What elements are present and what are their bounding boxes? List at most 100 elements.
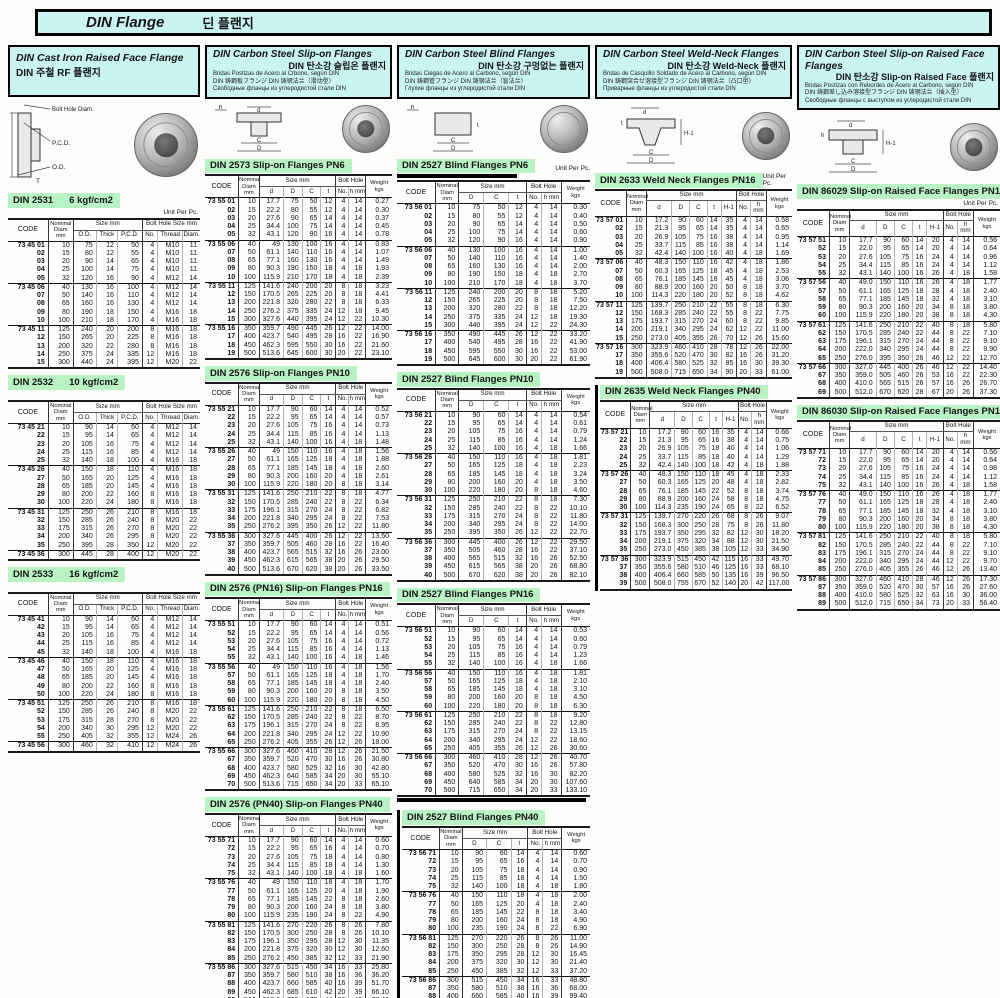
table-title-din-2576-pn16: DIN 2576 (PN16) Slip-on Flanges PN16 xyxy=(205,581,390,597)
svg-text:h: h xyxy=(821,133,824,139)
table-row: 03 20 27.6 90 65 14 4 14 0.37 xyxy=(205,214,392,224)
table-row: 73 45 01 10 75 12 50 4 M10 11 xyxy=(8,241,200,250)
table-row: 62 150 285 240 22 8 22 12.80 xyxy=(397,720,590,729)
table-row: 30 100 115.9 220 180 20 8 18 3.14 xyxy=(205,481,392,490)
table-row: 53 175 315 28 270 8 M20 22 xyxy=(8,716,200,725)
table-row: 63 175 315 270 24 8 22 13.15 xyxy=(397,728,590,737)
table-row: 14 250 375 24 335 12 M16 18 xyxy=(8,350,200,360)
table-row: 73 45 11 125 240 20 200 8 M16 18 xyxy=(8,325,200,335)
table-row: 60 100 115.9 220 180 20 38 8 18 4.30 xyxy=(797,312,1000,322)
svg-text:Bolt Hole Diam.: Bolt Hole Diam. xyxy=(52,107,94,113)
table-row: 73 56 21 10 90 60 14 4 14 0.54 xyxy=(397,411,590,421)
table-row: 18 450 595 550 30 16 22 53.00 xyxy=(397,347,590,356)
table-row: 25 32 140 18 100 4 M16 18 xyxy=(8,457,200,466)
table-row: 73 56 16 350 490 445 26 12 22 33.20 xyxy=(397,330,590,340)
table-row: 15 300 440 24 395 12 M20 22 xyxy=(8,359,200,369)
table-row: 73 57 31 125 139.7 270 220 26 68 8 26 9.07 xyxy=(600,512,792,522)
table-row: 12 150 265 225 20 8 18 7.50 xyxy=(397,297,590,306)
section-note-japanese: DIN 鋳鋼突合せ溶接型フランジ DIN 铸钢法兰（凸口型） xyxy=(603,78,755,85)
table-din-2527-pn10: CODE Nominal Diam mm Size mm Bolt Hole Weigh… xyxy=(397,387,590,582)
table-row: 73 55 71 10 17.7 90 60 14 4 14 0.60 xyxy=(205,836,392,846)
table-row: 77 50 61.1 165 125 20 4 18 1.90 xyxy=(205,887,392,896)
table-row: 75 32 43.1 140 100 18 4 18 1.60 xyxy=(205,870,392,879)
table-row: 87 350 359.7 580 510 38 16 36 36.20 xyxy=(205,972,392,981)
table-row: 12 150 170.5 265 225 20 8 18 4.41 xyxy=(205,291,392,300)
table-row: 05 32 120 16 90 4 M12 14 xyxy=(8,274,200,284)
table-row: 67 350 359.0 505 460 26 53 16 22 22.30 xyxy=(797,372,1000,381)
table-title-din-2633-pn16: DIN 2633 Weld Neck Flanges PN16 xyxy=(595,173,763,188)
table-row: 73 56 01 10 75 50 12 4 14 0.30 xyxy=(397,203,590,213)
table-row: 73 56 86 300 515 450 34 16 33 48.80 xyxy=(402,976,590,986)
section-header-slip-on-rf: DIN Carbon Steel Slip-on Raised Face Fla… xyxy=(797,45,1000,111)
section-note-japanese: DIN 鋳鋼板フランジ DIN 铸钢法兰（滑动型） xyxy=(213,78,335,85)
table-row: 73 55 56 40 49 150 110 16 4 18 1.56 xyxy=(205,663,392,672)
table-row: 55 250 405 32 355 12 M24 26 xyxy=(8,733,200,742)
table-row: 22 15 95 14 65 4 M12 14 xyxy=(8,432,200,441)
page-title-bar: DIN Flange 딘 플랜지 xyxy=(35,9,992,36)
section-note-russian: Глухие фланцы из углеродистой стали DIN xyxy=(405,86,526,93)
table-row: 18 400 406.4 580 525 32 85 16 30 39.30 xyxy=(595,360,792,369)
table-row: 72 15 95 65 16 4 14 0.70 xyxy=(402,858,590,867)
table-row: 73 57 06 40 48.3 150 110 16 42 4 18 1.86 xyxy=(595,258,792,268)
table-row: 60 100 115.9 220 180 20 8 18 4.50 xyxy=(205,696,392,706)
table-row: 78 65 77.1 185 145 22 8 18 2.60 xyxy=(205,895,392,905)
section-note-russian: Приварные фланцы из углеродистой стали D… xyxy=(603,86,736,93)
table-row: 55 32 43.1 140 100 16 4 18 1.46 xyxy=(205,654,392,664)
table-row: 73 56 36 300 445 400 26 12 22 29.50 xyxy=(397,538,590,547)
table-block-din-2531: DIN 2531 6 kgf/cm2 Unit Per Pc. CODE Nomin… xyxy=(8,193,200,370)
table-row: 04 25 34.4 100 75 14 4 14 0.45 xyxy=(205,223,392,232)
section-title-korean: DIN 탄소강 구멍없는 플랜지 xyxy=(478,60,584,71)
table-row: 55 32 43.1 140 100 16 26 4 18 1.58 xyxy=(797,270,1000,279)
table-row: 04 25 100 75 14 4 14 0.60 xyxy=(397,229,590,238)
table-row: 39 450 462.3 615 565 38 20 26 29.50 xyxy=(205,557,392,566)
table-row: 24 25 34.4 115 85 16 4 14 1.13 xyxy=(205,430,392,439)
table-row: 75 32 140 100 18 4 18 1.80 xyxy=(402,883,590,892)
table-row: 80 100 115.9 235 190 24 8 22 4.90 xyxy=(205,912,392,922)
table-title-din-2532: DIN 2532 10 kgf/cm2 xyxy=(8,375,126,390)
table-row: 49 80 200 22 160 8 M16 18 xyxy=(8,682,200,691)
table-row: 15 300 327.6 440 395 24 12 22 10.30 xyxy=(205,315,392,325)
table-row: 33 175 315 26 270 8 M20 22 xyxy=(8,525,200,534)
table-block-din-2527-pn16: DIN 2527 Blind Flanges PN16 CODE Nominal … xyxy=(397,587,590,805)
table-row: 34 200 221.8 340 295 24 8 22 7.53 xyxy=(205,515,392,524)
table-row: 75 32 43.1 140 100 16 26 4 18 1.58 xyxy=(797,481,1000,491)
table-row: 69 500 512.0 670 620 28 67 20 26 37.30 xyxy=(797,388,1000,398)
section-note-japanese: DIN 鋳鋼管フランジ DIN 铸钢法兰（盲法兰） xyxy=(405,78,527,85)
table-row: 53 20 27.6 105 75 16 4 14 0.72 xyxy=(205,637,392,647)
section-title-korean: DIN 탄소강 슬립온 플랜지 xyxy=(288,60,386,71)
table-row: 73 57 66 300 327.0 445 400 26 46 12 22 14.40 xyxy=(797,363,1000,373)
table-row: 73 56 66 300 460 410 28 12 26 40.70 xyxy=(397,753,590,763)
table-row: 73 55 66 300 327.6 460 410 28 12 26 21.50 xyxy=(205,747,392,757)
column-cast-iron: DIN Cast Iron Raised Face Flange DIN 주철 … xyxy=(8,45,200,998)
table-row: 77 50 61.1 165 125 18 28 4 18 2.40 xyxy=(797,499,1000,508)
table-row: 73 57 01 10 17.2 90 60 14 35 4 14 0.58 xyxy=(595,216,792,226)
svg-text:O.D.: O.D. xyxy=(52,164,66,171)
table-row: 64 200 340 295 24 12 22 18.60 xyxy=(397,736,590,745)
table-row: 64 200 221.8 340 295 24 12 22 10.90 xyxy=(205,730,392,739)
table-header: CODE Nominal Diam mm Size mm Bolt Hole Weigh… xyxy=(595,189,792,217)
table-row: 73 57 21 10 17.2 90 60 16 35 4 14 0.66 xyxy=(600,428,792,438)
svg-text:t: t xyxy=(477,123,479,129)
table-row: 62 150 170.5 285 240 22 8 22 8.70 xyxy=(205,714,392,723)
table-row: 73 45 56 300 460 32 410 12 M24 26 xyxy=(8,741,200,752)
table-row: 39 450 615 565 38 20 26 68.80 xyxy=(397,563,590,572)
table-block-din-2532: DIN 2532 10 kgf/cm2 CODE Nominal Diam mm Si… xyxy=(8,375,200,561)
section-header-cast-iron: DIN Cast Iron Raised Face Flange DIN 주철 … xyxy=(8,45,200,97)
section-title-korean: DIN 탄소강 Slip-on Raised Face 플랜지 xyxy=(835,72,994,82)
table-block-din-2527-pn40: DIN 2527 Blind Flanges PN40 CODE Nominal … xyxy=(397,810,590,998)
table-row: 60 100 220 180 20 8 18 6.30 xyxy=(397,702,590,712)
section-note-spanish: Bridas Postizas de Acero al Crbono, segú… xyxy=(213,71,340,78)
table-row: 42 15 95 14 65 4 M12 14 xyxy=(8,623,200,633)
svg-text:H-1: H-1 xyxy=(684,131,694,137)
table-row: 32 150 285 240 22 8 22 10.10 xyxy=(397,504,590,513)
table-row: 89 500 512.0 715 650 34 73 20 33 56.40 xyxy=(797,600,1000,610)
table-row: 73 45 36 300 445 28 400 12 M20 22 xyxy=(8,550,200,560)
table-row: 23 20 27.6 105 75 16 4 14 0.73 xyxy=(205,422,392,431)
table-row: 73 45 21 10 90 14 60 4 M12 14 xyxy=(8,423,200,433)
table-header: CODE Nominal Diam mm Size mm Bolt Hole Size… xyxy=(8,218,200,242)
table-row: 13 200 221.8 320 280 22 8 18 6.33 xyxy=(205,299,392,308)
table-row: 30 100 114.3 235 190 24 65 8 22 6.52 xyxy=(600,504,792,513)
table-title-din-2531: DIN 2531 6 kgf/cm2 xyxy=(8,193,120,208)
svg-text:h: h xyxy=(219,105,222,111)
table-row: 05 32 42.4 140 100 16 40 4 18 1.69 xyxy=(595,250,792,259)
